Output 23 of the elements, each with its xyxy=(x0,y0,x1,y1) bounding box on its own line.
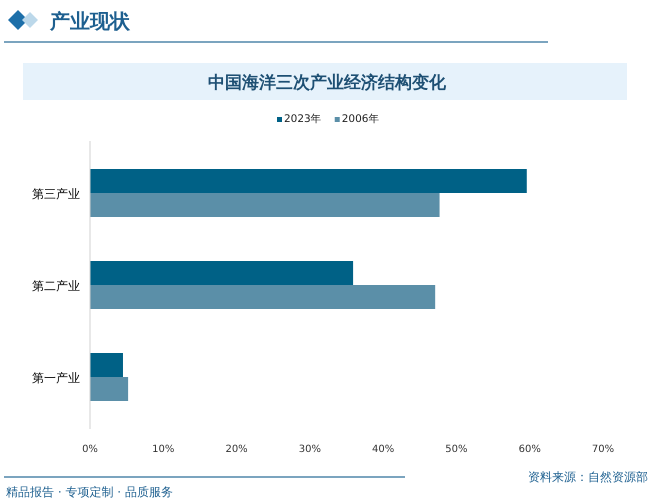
bar xyxy=(90,169,527,193)
bar xyxy=(90,353,123,377)
y-tick-label: 第一产业 xyxy=(32,371,80,385)
x-tick-label: 20% xyxy=(225,444,248,455)
x-tick-label: 10% xyxy=(152,444,174,455)
y-tick-label: 第三产业 xyxy=(32,187,80,201)
text: 产业现状 xyxy=(49,9,131,33)
bar xyxy=(90,261,354,285)
chart-title: 中国海洋三次产业经济结构变化 xyxy=(208,73,447,93)
bar xyxy=(90,193,440,217)
legend-label: 2006年 xyxy=(342,113,380,125)
legend-label: 2023年 xyxy=(284,113,322,125)
text: 精品报告 · 专项定制 · 品质服务 xyxy=(6,485,173,499)
x-tick-label: 40% xyxy=(372,444,394,455)
y-tick-label: 第二产业 xyxy=(32,279,80,293)
x-tick-label: 30% xyxy=(298,444,321,455)
text: 资料来源：自然资源部 xyxy=(528,470,648,484)
x-tick-label: 0% xyxy=(82,444,98,455)
x-tick-label: 70% xyxy=(592,444,614,455)
bar xyxy=(90,285,436,309)
x-tick-label: 60% xyxy=(518,444,541,455)
x-tick-label: 50% xyxy=(445,444,468,455)
bar xyxy=(90,377,128,401)
